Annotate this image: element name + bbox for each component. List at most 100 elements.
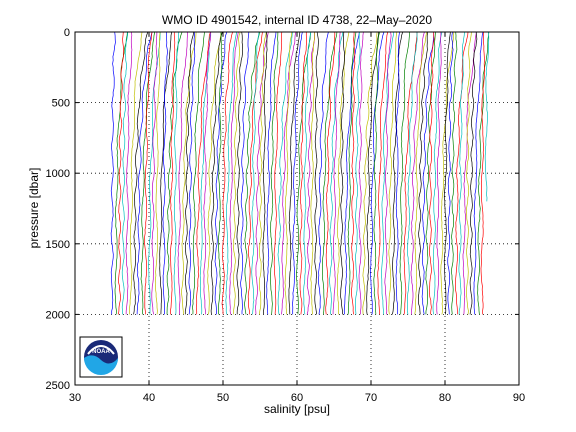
salinity-profile xyxy=(195,31,211,315)
salinity-profile xyxy=(336,31,350,315)
salinity-profile xyxy=(358,31,364,315)
salinity-profile xyxy=(184,31,195,315)
salinity-profile xyxy=(469,31,478,315)
salinity-profile xyxy=(288,31,301,315)
salinity-profile xyxy=(177,31,188,315)
salinity-profile xyxy=(473,31,484,315)
salinity-profile xyxy=(436,31,442,315)
salinity-profile xyxy=(259,31,267,315)
chart-title: WMO ID 4901542, internal ID 4738, 22–May… xyxy=(162,13,432,27)
x-axis: 30 40 50 60 70 80 90 xyxy=(69,32,525,404)
x-tick-label: 80 xyxy=(439,392,451,404)
salinity-profile xyxy=(399,31,410,315)
salinity-profile xyxy=(166,31,183,315)
salinity-profile xyxy=(159,31,173,315)
salinity-profile xyxy=(273,31,283,315)
salinity-profile xyxy=(388,31,398,315)
salinity-profile xyxy=(277,31,293,315)
y-tick-label: 500 xyxy=(52,98,70,110)
salinity-profile xyxy=(325,32,336,315)
salinity-profile xyxy=(440,31,455,315)
salinity-profile xyxy=(432,31,443,315)
salinity-profile xyxy=(477,31,490,315)
noaa-logo: NOAA xyxy=(79,336,123,378)
salinity-profile xyxy=(244,31,261,315)
salinity-profile xyxy=(443,31,451,315)
salinity-profile xyxy=(284,31,293,315)
salinity-profile xyxy=(270,31,279,315)
salinity-profile xyxy=(314,31,319,315)
salinity-profile xyxy=(133,31,149,315)
salinity-profile xyxy=(129,31,143,315)
salinity-profile xyxy=(121,31,129,315)
salinity-profile xyxy=(384,31,392,315)
salinity-profile xyxy=(406,32,418,315)
salinity-profile xyxy=(480,31,485,315)
salinity-profile xyxy=(251,31,260,315)
x-tick-label: 40 xyxy=(143,392,155,404)
x-tick-label: 60 xyxy=(291,392,303,404)
salinity-profile xyxy=(466,31,472,315)
y-tick-label: 1000 xyxy=(46,168,70,180)
salinity-profile xyxy=(262,31,268,315)
salinity-profile xyxy=(192,31,205,315)
salinity-profile xyxy=(455,31,469,315)
salinity-profile xyxy=(203,32,212,315)
salinity-profile xyxy=(299,32,307,315)
salinity-profile xyxy=(429,32,435,315)
salinity-profile xyxy=(281,31,297,315)
salinity-profile xyxy=(310,31,316,315)
salinity-profile xyxy=(306,31,315,315)
salinity-profile xyxy=(188,31,196,315)
salinity-profile xyxy=(377,31,389,315)
salinity-profile xyxy=(229,31,239,315)
salinity-profile xyxy=(410,31,425,315)
y-tick-label: 2500 xyxy=(46,380,70,392)
logo-text: NOAA xyxy=(92,349,110,355)
salinity-profile xyxy=(199,31,212,315)
salinity-profile xyxy=(210,31,223,315)
salinity-profile xyxy=(395,31,400,315)
salinity-profile xyxy=(421,32,435,315)
y-tick-label: 2000 xyxy=(46,309,70,321)
salinity-profile xyxy=(144,31,153,315)
salinity-profile xyxy=(458,31,465,315)
salinity-profile xyxy=(214,31,228,315)
salinity-profile xyxy=(373,31,381,315)
salinity-profile xyxy=(151,31,158,315)
salinity-profile xyxy=(425,31,436,315)
salinity-profile xyxy=(351,31,356,315)
salinity-profile xyxy=(118,31,124,315)
salinity-profile xyxy=(136,31,153,315)
salinity-profile xyxy=(484,31,490,202)
salinity-profile xyxy=(125,31,133,315)
salinity-profile xyxy=(369,31,385,315)
salinity-profile xyxy=(318,31,329,315)
salinity-profile xyxy=(347,31,357,315)
salinity-profile xyxy=(414,31,428,315)
salinity-profile xyxy=(240,31,250,315)
x-axis-label: salinity [psu] xyxy=(264,402,330,416)
salinity-profile xyxy=(162,31,168,315)
salinity-profile xyxy=(332,31,341,315)
salinity-profile xyxy=(329,31,344,315)
salinity-profile xyxy=(296,31,312,315)
salinity-profile xyxy=(322,31,338,315)
profiles xyxy=(110,31,490,315)
x-tick-label: 30 xyxy=(69,392,81,404)
salinity-profile xyxy=(155,31,161,315)
salinity-profile xyxy=(355,31,361,315)
salinity-profile xyxy=(225,31,238,315)
salinity-profile xyxy=(181,31,197,315)
y-axis-label: pressure [dbar] xyxy=(27,168,41,249)
y-tick-label: 1500 xyxy=(46,239,70,251)
salinity-profile xyxy=(114,31,128,315)
salinity-profile xyxy=(173,31,180,315)
salinity-profile xyxy=(232,31,241,315)
salinity-profile xyxy=(366,31,380,315)
salinity-profile xyxy=(447,31,454,315)
y-axis: 0 500 1000 1500 2000 2500 xyxy=(46,27,519,392)
salinity-profile xyxy=(218,31,223,315)
salinity-profile xyxy=(170,32,176,315)
